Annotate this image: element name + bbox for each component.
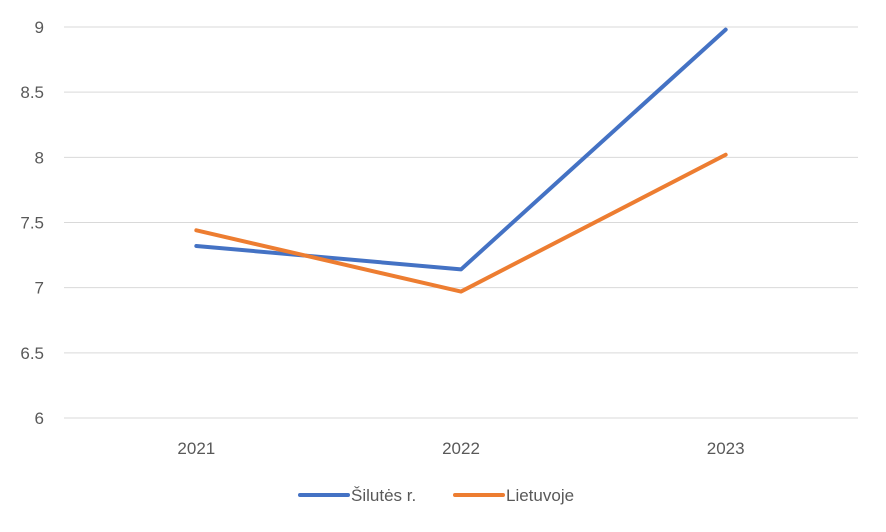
gridlines [64, 26, 858, 419]
y-tick-label: 6.5 [20, 344, 44, 363]
legend: Šilutės r. Lietuvoje [298, 486, 574, 505]
series-lines [194, 27, 728, 294]
y-tick-label: 8.5 [20, 83, 44, 102]
x-axis-tick-labels: 2021 2022 2023 [177, 439, 744, 458]
y-tick-label: 6 [35, 409, 44, 428]
legend-label: Lietuvoje [506, 486, 574, 505]
y-tick-label: 7 [35, 279, 44, 298]
x-tick-label: 2022 [442, 439, 480, 458]
x-tick-label: 2023 [707, 439, 745, 458]
x-tick-label: 2021 [177, 439, 215, 458]
legend-label: Šilutės r. [351, 486, 416, 505]
series-line-1 [194, 27, 728, 272]
y-tick-label: 9 [35, 18, 44, 37]
y-tick-label: 8 [35, 148, 44, 167]
y-axis-tick-labels: 6 6.5 7 7.5 8 8.5 9 [20, 18, 44, 428]
series-line-2 [194, 152, 728, 294]
y-tick-label: 7.5 [20, 214, 44, 233]
